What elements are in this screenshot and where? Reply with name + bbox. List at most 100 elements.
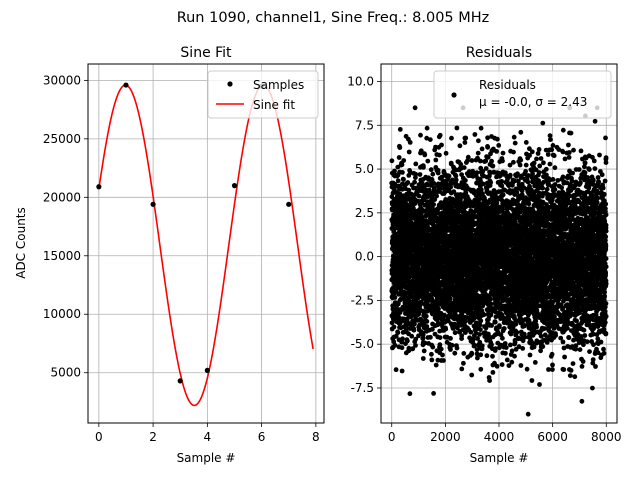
residual-point: [421, 228, 427, 234]
residual-point: [458, 162, 464, 167]
residual-point: [462, 319, 468, 324]
residual-point: [489, 342, 494, 347]
residual-point: [431, 202, 436, 207]
residual-point: [431, 181, 437, 186]
residual-point: [417, 172, 423, 177]
residual-point: [446, 173, 452, 179]
sine-fit-xtick-label: 2: [149, 430, 157, 444]
residual-point: [512, 353, 517, 359]
residual-point: [433, 157, 439, 163]
residual-point: [454, 345, 460, 351]
residual-point: [432, 197, 438, 203]
residual-point: [443, 150, 449, 156]
residual-point: [500, 158, 505, 164]
sine-fit-ytick-label: 30000: [43, 73, 81, 87]
residual-point: [500, 192, 506, 198]
residual-point: [500, 150, 506, 156]
residual-point: [391, 339, 397, 345]
residual-point: [429, 351, 434, 357]
residual-point: [453, 173, 459, 179]
residual-point: [439, 174, 445, 180]
sine-fit-xtick-label: 8: [312, 430, 320, 444]
residual-point: [423, 313, 429, 319]
residual-point: [448, 184, 453, 190]
residual-point: [397, 126, 403, 132]
residual-point: [413, 343, 418, 348]
residual-point: [477, 322, 483, 328]
residual-point: [408, 191, 414, 197]
residual-point: [487, 378, 492, 383]
residual-point: [504, 357, 510, 363]
residual-point: [419, 301, 424, 306]
residual-point: [459, 366, 465, 372]
sine-fit-ytick-label: 25000: [43, 132, 81, 146]
residual-point: [442, 312, 447, 318]
residual-point: [454, 125, 460, 131]
sine-fit-xtick-label: 6: [258, 430, 266, 444]
residual-point: [411, 312, 417, 318]
residual-point: [391, 324, 397, 330]
residual-point: [435, 320, 441, 326]
residual-point: [478, 352, 484, 358]
residual-point: [499, 362, 505, 367]
residual-point: [499, 179, 505, 184]
residual-point: [405, 338, 410, 344]
residual-point: [412, 321, 417, 327]
sample-point: [150, 201, 156, 207]
residual-point: [395, 178, 401, 184]
sine-fit-title: Sine Fit: [180, 45, 232, 61]
residual-point: [488, 180, 494, 185]
residual-point: [508, 342, 513, 348]
residual-point: [439, 142, 444, 148]
residual-point: [392, 295, 398, 300]
residual-point: [457, 143, 463, 149]
residual-point: [438, 346, 444, 352]
residual-point: [441, 358, 446, 363]
residual-point: [463, 178, 468, 183]
residual-point: [515, 171, 520, 177]
residual-point: [428, 167, 434, 173]
residual-point: [444, 221, 449, 227]
residual-point: [459, 243, 465, 249]
residual-point: [428, 334, 433, 340]
residual-point: [405, 180, 411, 185]
residual-point: [434, 193, 439, 199]
residual-point: [462, 140, 468, 145]
sine-fit-xlabel: Sample #: [177, 451, 236, 465]
residual-point: [396, 155, 402, 160]
residual-point: [416, 310, 422, 315]
residual-point: [424, 125, 430, 131]
residual-point: [463, 190, 469, 196]
residual-point: [447, 296, 453, 302]
sample-point: [204, 367, 210, 373]
residual-point: [477, 158, 483, 164]
residual-point: [481, 312, 487, 318]
residual-point: [495, 136, 500, 142]
residual-point: [399, 345, 405, 351]
residuals-axes: 0 2000 4000 6000 8000-7.5-5.0-2.50.02.55.07.…: [347, 45, 621, 465]
residual-point: [411, 327, 417, 333]
residual-point: [488, 301, 494, 307]
sine-fit-ylabel: ADC Counts: [14, 207, 28, 279]
residual-point: [484, 353, 490, 359]
residual-point: [399, 368, 405, 374]
residual-point: [463, 135, 469, 141]
residual-point: [474, 170, 480, 176]
legend-samples-marker: [227, 81, 233, 87]
residual-point: [468, 329, 474, 335]
residual-point: [427, 137, 433, 143]
residual-point: [469, 350, 475, 356]
residual-point: [449, 342, 455, 348]
residual-point: [431, 185, 437, 191]
sample-point: [177, 378, 183, 384]
residual-point: [511, 134, 517, 140]
residual-point: [413, 171, 419, 177]
residual-point: [518, 157, 524, 163]
legend-samples-label: Samples: [253, 78, 304, 92]
residual-point: [478, 125, 484, 131]
residual-point: [459, 333, 465, 338]
residual-point: [412, 179, 417, 185]
residuals-data: [389, 105, 609, 417]
sample-point: [286, 201, 292, 207]
